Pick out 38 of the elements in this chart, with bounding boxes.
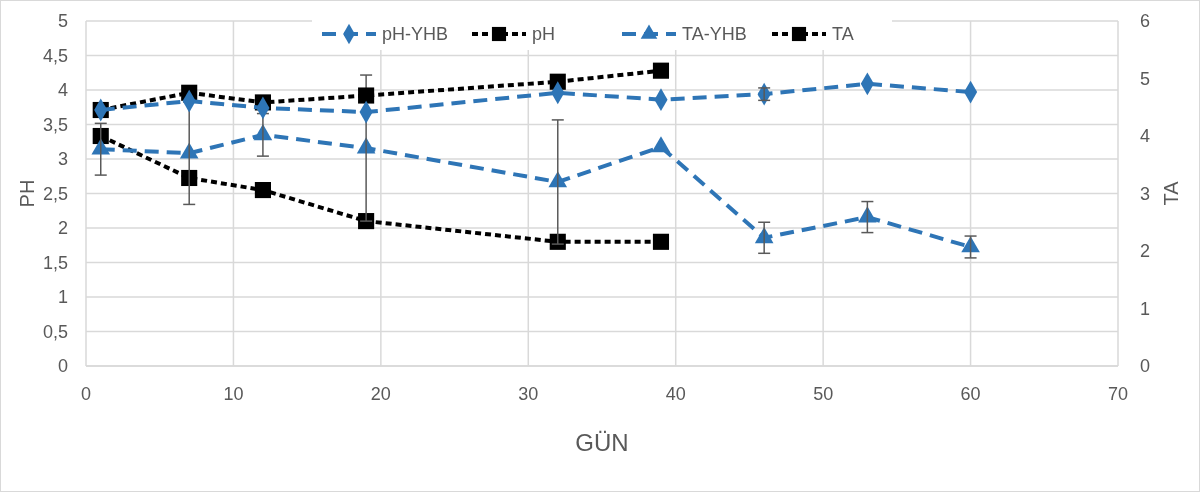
y-tick-label: 1,5	[42, 252, 68, 273]
legend-label: TA-YHB	[682, 24, 747, 44]
x-tick-label: 30	[518, 384, 539, 404]
y-tick-label: 3,5	[42, 114, 68, 135]
legend-label: TA	[832, 24, 854, 44]
point	[652, 62, 670, 79]
x-tick-label: 20	[370, 384, 391, 404]
x-tick-label: 10	[223, 384, 244, 404]
x-tick-label: 0	[80, 384, 92, 404]
legend-label: pH	[532, 24, 556, 44]
y2-tick-label: 2	[1140, 241, 1151, 261]
x-tick-label: 70	[1107, 384, 1129, 404]
x-tick-label: 60	[960, 384, 981, 404]
y2-tick-label: 1	[1140, 298, 1151, 319]
y-tick-label: 4,5	[42, 45, 68, 66]
point	[254, 181, 271, 199]
y2-tick-label: 3	[1140, 183, 1151, 204]
y2-tick-label: 6	[1140, 11, 1151, 31]
y-tick-label: 0,5	[42, 321, 68, 342]
y-tick-label: 2,5	[42, 183, 68, 204]
y2-tick-label: 0	[1140, 356, 1151, 376]
y-axis-title: PH	[16, 179, 38, 208]
y-tick-label: 2	[57, 218, 68, 238]
y-tick-label: 1	[57, 287, 68, 307]
y-tick-label: 3	[57, 149, 68, 169]
point	[651, 136, 671, 153]
y-tick-label: 4	[57, 80, 68, 100]
x-tick-label: 40	[665, 384, 686, 404]
x-axis-title: GÜN	[575, 429, 629, 456]
y-tick-label: 5	[57, 11, 68, 31]
y2-tick-label: 5	[1140, 68, 1151, 89]
y2-axis-title: TA	[1160, 180, 1182, 206]
legend-label: pH-YHB	[382, 24, 449, 44]
point	[652, 233, 670, 250]
y-tick-label: 0	[57, 356, 68, 376]
x-tick-label: 50	[813, 384, 834, 404]
point	[358, 87, 375, 104]
y2-tick-label: 4	[1140, 126, 1151, 146]
